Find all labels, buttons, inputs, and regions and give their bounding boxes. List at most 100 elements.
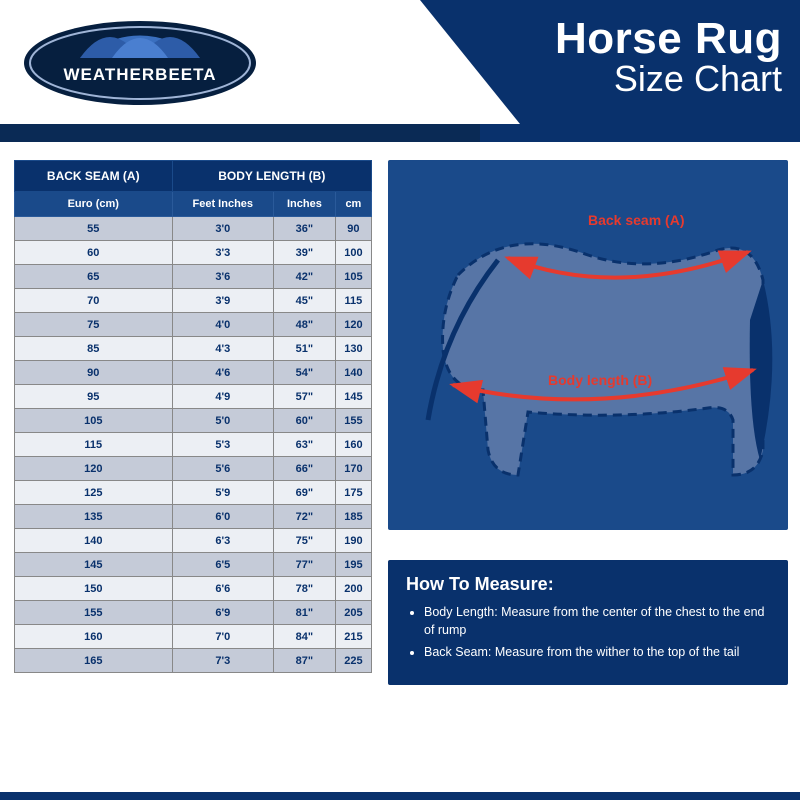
table-row: 1456'577"195	[15, 553, 372, 577]
table-row: 703'945"115	[15, 289, 372, 313]
cell-inches: 48"	[274, 313, 336, 337]
cell-cm: 175	[335, 481, 371, 505]
subhead-euro: Euro (cm)	[15, 192, 173, 217]
cell-feet: 4'0	[172, 313, 274, 337]
cell-euro: 135	[15, 505, 173, 529]
cell-euro: 160	[15, 625, 173, 649]
cell-inches: 54"	[274, 361, 336, 385]
cell-euro: 90	[15, 361, 173, 385]
cell-euro: 165	[15, 649, 173, 673]
brand-logo-text: WEATHERBEETA	[63, 65, 216, 84]
table-row: 653'642"105	[15, 265, 372, 289]
header: WEATHERBEETA Horse Rug Size Chart	[0, 0, 800, 124]
cell-inches: 72"	[274, 505, 336, 529]
cell-cm: 215	[335, 625, 371, 649]
cell-feet: 6'3	[172, 529, 274, 553]
table-row: 904'654"140	[15, 361, 372, 385]
cell-feet: 3'6	[172, 265, 274, 289]
page-title: Horse Rug Size Chart	[555, 14, 782, 100]
howto-item: Body Length: Measure from the center of …	[424, 603, 770, 639]
cell-inches: 36"	[274, 217, 336, 241]
cell-euro: 55	[15, 217, 173, 241]
cell-inches: 63"	[274, 433, 336, 457]
cell-cm: 130	[335, 337, 371, 361]
cell-euro: 95	[15, 385, 173, 409]
cell-feet: 7'0	[172, 625, 274, 649]
title-main: Horse Rug	[555, 14, 782, 64]
cell-feet: 5'0	[172, 409, 274, 433]
cell-inches: 84"	[274, 625, 336, 649]
cell-feet: 5'9	[172, 481, 274, 505]
table-row: 1155'363"160	[15, 433, 372, 457]
cell-feet: 6'5	[172, 553, 274, 577]
table-row: 854'351"130	[15, 337, 372, 361]
size-chart-page: WEATHERBEETA Horse Rug Size Chart BACK S…	[0, 0, 800, 800]
cell-euro: 125	[15, 481, 173, 505]
footer-stripe	[0, 792, 800, 800]
table-row: 1607'084"215	[15, 625, 372, 649]
table-row: 1356'072"185	[15, 505, 372, 529]
cell-cm: 120	[335, 313, 371, 337]
subhead-feet: Feet Inches	[172, 192, 274, 217]
how-to-measure: How To Measure: Body Length: Measure fro…	[388, 560, 788, 685]
table-row: 754'048"120	[15, 313, 372, 337]
cell-feet: 3'3	[172, 241, 274, 265]
table-row: 1205'666"170	[15, 457, 372, 481]
cell-inches: 42"	[274, 265, 336, 289]
cell-euro: 150	[15, 577, 173, 601]
cell-inches: 81"	[274, 601, 336, 625]
cell-euro: 145	[15, 553, 173, 577]
cell-euro: 155	[15, 601, 173, 625]
cell-feet: 3'0	[172, 217, 274, 241]
table-row: 1255'969"175	[15, 481, 372, 505]
cell-cm: 155	[335, 409, 371, 433]
cell-cm: 145	[335, 385, 371, 409]
table-row: 603'339"100	[15, 241, 372, 265]
cell-inches: 87"	[274, 649, 336, 673]
cell-cm: 200	[335, 577, 371, 601]
cell-euro: 75	[15, 313, 173, 337]
cell-inches: 39"	[274, 241, 336, 265]
cell-feet: 5'3	[172, 433, 274, 457]
cell-euro: 140	[15, 529, 173, 553]
table-row: 1657'387"225	[15, 649, 372, 673]
subhead-inches: Inches	[274, 192, 336, 217]
cell-inches: 60"	[274, 409, 336, 433]
cell-cm: 90	[335, 217, 371, 241]
cell-feet: 6'0	[172, 505, 274, 529]
cell-euro: 65	[15, 265, 173, 289]
table-row: 1556'981"205	[15, 601, 372, 625]
cell-feet: 4'6	[172, 361, 274, 385]
label-back-seam: Back seam (A)	[588, 212, 685, 228]
cell-cm: 185	[335, 505, 371, 529]
cell-cm: 105	[335, 265, 371, 289]
table-row: 1406'375"190	[15, 529, 372, 553]
cell-inches: 75"	[274, 529, 336, 553]
col-header-body-length: BODY LENGTH (B)	[172, 161, 371, 192]
cell-feet: 3'9	[172, 289, 274, 313]
cell-inches: 51"	[274, 337, 336, 361]
table-row: 1055'060"155	[15, 409, 372, 433]
cell-euro: 120	[15, 457, 173, 481]
cell-feet: 5'6	[172, 457, 274, 481]
cell-feet: 4'3	[172, 337, 274, 361]
header-stripe	[0, 124, 800, 142]
table-row: 954'957"145	[15, 385, 372, 409]
cell-cm: 225	[335, 649, 371, 673]
cell-euro: 60	[15, 241, 173, 265]
subhead-cm: cm	[335, 192, 371, 217]
howto-item: Back Seam: Measure from the wither to th…	[424, 643, 770, 661]
howto-title: How To Measure:	[406, 574, 770, 595]
cell-cm: 205	[335, 601, 371, 625]
table-row: 553'036"90	[15, 217, 372, 241]
cell-inches: 78"	[274, 577, 336, 601]
cell-cm: 195	[335, 553, 371, 577]
table-row: 1506'678"200	[15, 577, 372, 601]
brand-logo: WEATHERBEETA	[20, 18, 260, 108]
cell-euro: 70	[15, 289, 173, 313]
size-table: BACK SEAM (A) BODY LENGTH (B) Euro (cm) …	[14, 160, 372, 673]
cell-cm: 140	[335, 361, 371, 385]
cell-feet: 4'9	[172, 385, 274, 409]
cell-cm: 190	[335, 529, 371, 553]
cell-euro: 105	[15, 409, 173, 433]
